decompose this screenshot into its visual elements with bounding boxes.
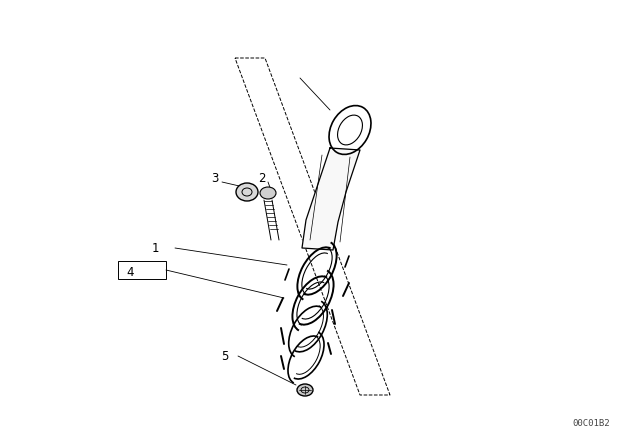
Text: 2: 2: [259, 172, 266, 185]
Ellipse shape: [260, 187, 276, 199]
Text: 3: 3: [211, 172, 219, 185]
Text: 5: 5: [221, 349, 228, 362]
Ellipse shape: [297, 384, 313, 396]
Ellipse shape: [236, 183, 258, 201]
Text: 00C01B2: 00C01B2: [572, 419, 610, 428]
Text: 4: 4: [126, 266, 134, 279]
Text: 1: 1: [151, 241, 159, 254]
Polygon shape: [302, 148, 360, 250]
